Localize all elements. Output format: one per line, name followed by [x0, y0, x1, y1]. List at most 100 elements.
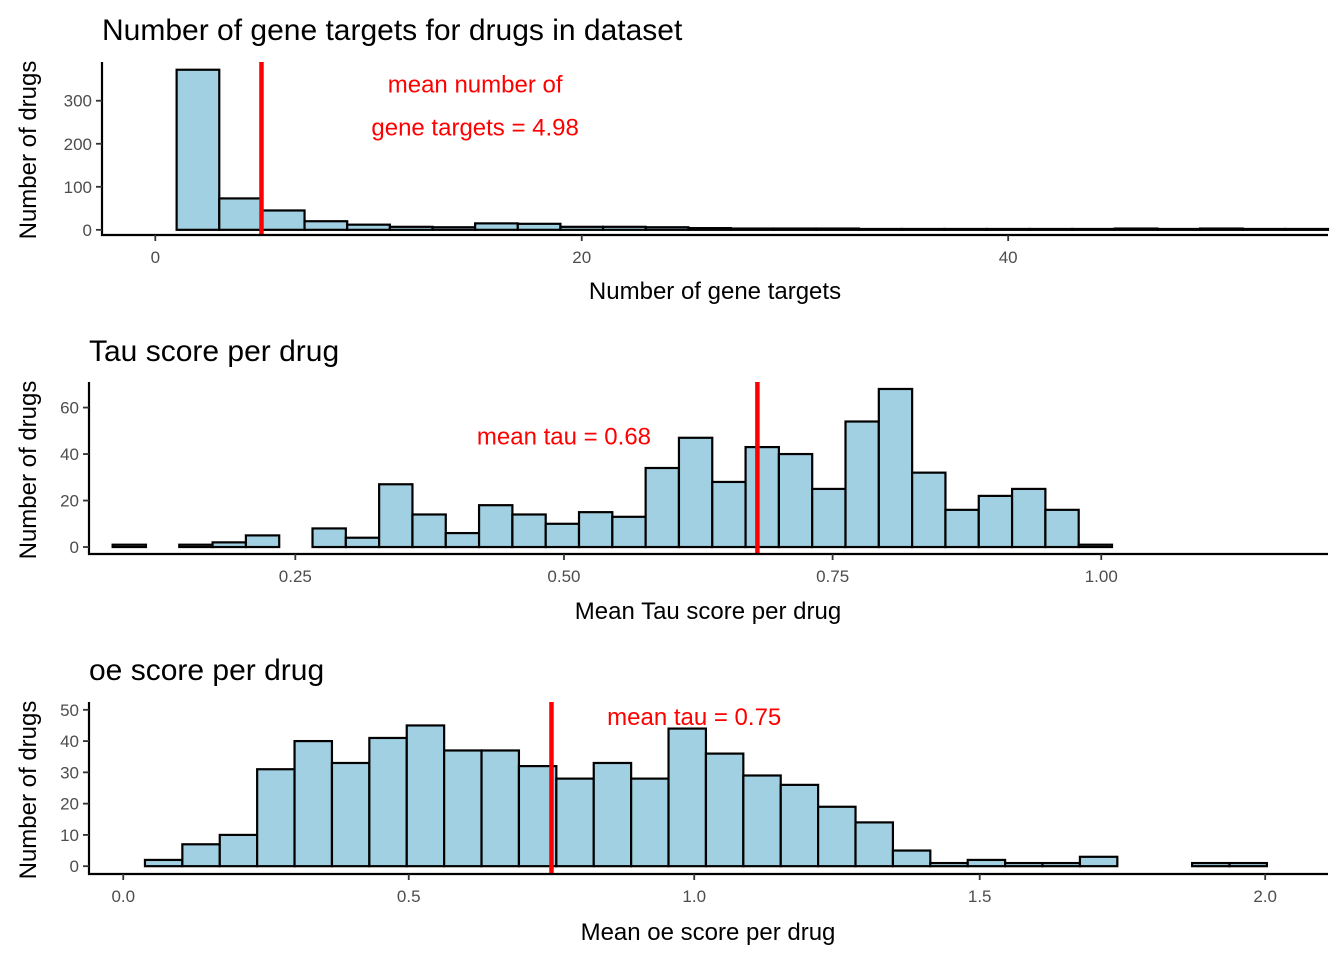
histogram-bar: [411, 513, 447, 549]
histogram-bar: [644, 466, 681, 549]
histogram-bar: [544, 522, 581, 549]
histogram-bar: [704, 752, 745, 868]
histogram-bar: [630, 777, 670, 868]
histogram-bar: [511, 513, 547, 549]
axes: 0.25 0.50 0.75 1.00 0 20 40 60: [60, 382, 1328, 586]
mean-annotation: mean tau = 0.68: [477, 423, 651, 450]
histogram-bar: [480, 749, 521, 868]
histogram-bar: [330, 761, 371, 868]
histogram-bar: [601, 225, 647, 231]
histogram-bar: [175, 68, 221, 231]
y-tick-label: 300: [64, 92, 92, 111]
oe-score-panel: oe score per drug Number of drugs Mean o…: [15, 654, 1328, 946]
histogram-bar: [729, 227, 775, 231]
y-tick-label: 0: [70, 538, 79, 557]
histogram-bar: [911, 471, 947, 549]
histogram-bar: [1010, 487, 1047, 549]
histogram-bar: [772, 227, 818, 231]
y-tick-label: 50: [60, 701, 79, 720]
histogram-bar: [985, 227, 1031, 231]
tau-score-panel: Tau score per drug Number of drugs Mean …: [15, 335, 1328, 625]
histogram-bar: [1028, 227, 1074, 231]
histogram-bar: [1156, 227, 1202, 231]
x-tick-label: 40: [999, 248, 1018, 267]
histogram-bar: [943, 227, 988, 231]
histogram-bar: [966, 858, 1007, 868]
y-tick-label: 60: [60, 399, 79, 418]
histogram-bar: [977, 494, 1014, 549]
y-axis-title: Number of drugs: [15, 381, 42, 560]
y-tick-label: 20: [60, 795, 79, 814]
y-tick-label: 0: [83, 221, 92, 240]
histogram-bar: [577, 511, 614, 549]
axes: 0 20 40 0 100 200 300: [64, 62, 1328, 267]
histogram-bar: [611, 515, 647, 549]
histogram-bar: [1078, 855, 1119, 868]
histogram-bar: [555, 777, 595, 868]
histogram-bar: [844, 420, 880, 549]
histogram-bar: [405, 724, 446, 868]
histogram-bar: [378, 483, 414, 549]
histogram-bar: [891, 849, 932, 868]
annotation-text: mean number of: [388, 72, 563, 99]
histogram-bar: [744, 445, 780, 549]
x-axis-title: Mean Tau score per drug: [575, 598, 841, 625]
histogram-bar: [857, 227, 903, 231]
axis-lines: [100, 62, 1328, 237]
histogram-bar: [811, 487, 847, 549]
histogram-bar: [929, 861, 969, 868]
y-tick-label: 30: [60, 763, 79, 782]
y-tick-label: 100: [64, 178, 92, 197]
histogram-bar: [443, 749, 483, 868]
x-tick-label: 0.0: [111, 887, 135, 906]
histogram-bars: [111, 387, 1114, 549]
histogram-bar: [143, 858, 184, 868]
x-tick-label: 0.25: [279, 567, 312, 586]
histogram-bar: [1191, 861, 1231, 868]
histogram-bar: [477, 504, 514, 549]
histogram-bar: [311, 527, 347, 549]
histogram-bar: [1113, 227, 1159, 231]
histogram-bar: [644, 226, 690, 231]
axis-lines: [87, 382, 1328, 556]
histogram-bar: [677, 436, 714, 549]
histogram-bar: [779, 783, 820, 868]
y-tick-label: 20: [60, 492, 79, 511]
histogram-bars: [143, 724, 1269, 868]
y-tick-label: 40: [60, 732, 79, 751]
histogram-bar: [244, 534, 281, 549]
x-tick-label: 1.00: [1085, 567, 1118, 586]
chart-title: Tau score per drug: [89, 335, 339, 368]
x-axis-title: Mean oe score per drug: [581, 919, 836, 946]
histogram-bar: [293, 739, 334, 868]
histogram-bar: [559, 225, 605, 231]
histogram-bar: [211, 541, 247, 549]
histogram-bar: [181, 843, 221, 868]
histogram-bar: [256, 768, 296, 868]
y-axis-title: Number of drugs: [15, 61, 42, 240]
mean-annotation: mean number of gene targets = 4.98: [371, 72, 579, 142]
histogram-bar: [178, 543, 214, 549]
histogram-bar: [218, 833, 259, 868]
annotation-text: gene targets = 4.98: [371, 115, 579, 142]
x-axis-title: Number of gene targets: [589, 278, 841, 305]
histogram-bar: [474, 222, 519, 231]
chart-title: Number of gene targets for drugs in data…: [102, 14, 683, 47]
histogram-bar: [1228, 861, 1269, 868]
histogram-bar: [368, 736, 408, 868]
y-tick-label: 10: [60, 826, 79, 845]
axes: 0.0 0.5 1.0 1.5 2.0 0 10 20 30 40 50: [60, 701, 1328, 906]
histogram-bar: [344, 536, 381, 549]
x-tick-label: 0: [151, 248, 160, 267]
histogram-bar: [687, 227, 733, 231]
histogram-bar: [1041, 861, 1082, 868]
histogram-bar: [815, 227, 861, 231]
histogram-bar: [218, 197, 264, 231]
histogram-bar: [444, 531, 481, 549]
histogram-bars: [175, 68, 1330, 231]
histogram-bar: [854, 821, 895, 868]
annotation-text: mean tau = 0.68: [477, 423, 651, 450]
histogram-bar: [1044, 508, 1080, 549]
histogram-bar: [516, 222, 562, 231]
